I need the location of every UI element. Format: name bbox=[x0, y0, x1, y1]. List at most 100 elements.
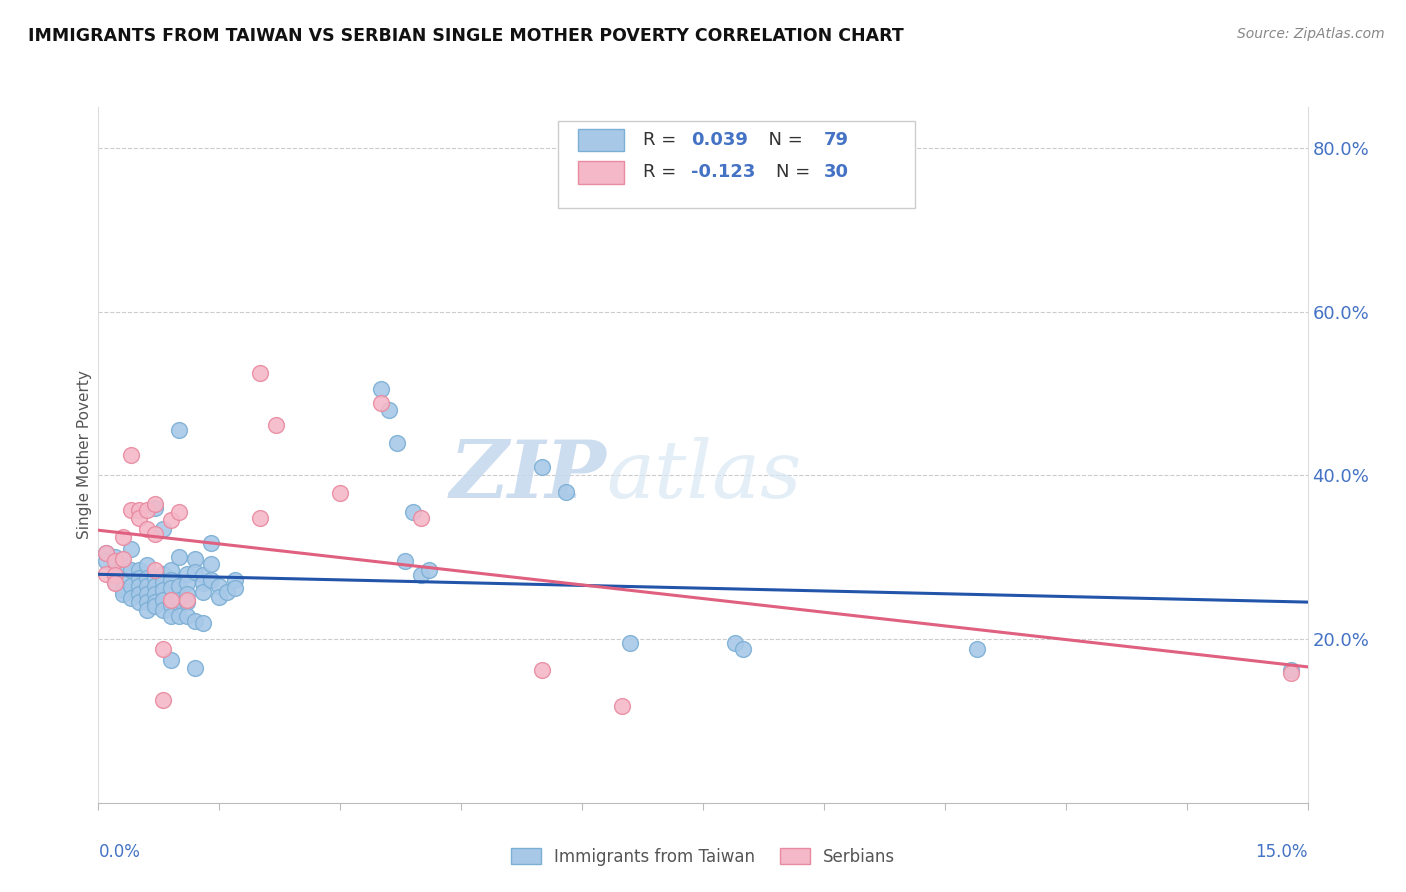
Point bbox=[224, 582, 246, 596]
Bar bbox=[578, 128, 624, 151]
Point bbox=[418, 562, 440, 576]
Point bbox=[370, 396, 392, 410]
Text: 79: 79 bbox=[824, 131, 849, 149]
Point bbox=[160, 582, 183, 596]
Point bbox=[143, 595, 166, 609]
Point bbox=[128, 562, 150, 576]
Point bbox=[152, 693, 174, 707]
Point bbox=[143, 587, 166, 601]
Point bbox=[111, 530, 134, 544]
Point bbox=[111, 574, 134, 589]
Point bbox=[120, 579, 142, 593]
Point bbox=[402, 505, 425, 519]
Point bbox=[152, 522, 174, 536]
Point bbox=[370, 383, 392, 397]
Text: R =: R = bbox=[643, 163, 682, 181]
Text: 0.0%: 0.0% bbox=[98, 843, 141, 861]
Point bbox=[176, 566, 198, 581]
Point bbox=[143, 599, 166, 614]
Point bbox=[120, 502, 142, 516]
Point bbox=[555, 484, 578, 499]
Point bbox=[167, 592, 190, 607]
Point bbox=[619, 636, 641, 650]
Point bbox=[176, 592, 198, 607]
Point bbox=[184, 565, 207, 579]
Point bbox=[167, 609, 190, 624]
Point bbox=[167, 550, 190, 565]
Y-axis label: Single Mother Poverty: Single Mother Poverty bbox=[77, 370, 91, 540]
Point bbox=[724, 636, 747, 650]
Point bbox=[249, 511, 271, 525]
Text: N =: N = bbox=[776, 163, 815, 181]
Point bbox=[394, 554, 416, 568]
Text: Source: ZipAtlas.com: Source: ZipAtlas.com bbox=[1237, 27, 1385, 41]
Text: 0.039: 0.039 bbox=[690, 131, 748, 149]
Point bbox=[167, 423, 190, 437]
Text: R =: R = bbox=[643, 131, 682, 149]
Point bbox=[409, 568, 432, 582]
Point bbox=[152, 641, 174, 656]
Point bbox=[329, 486, 352, 500]
Point bbox=[184, 614, 207, 628]
Point bbox=[143, 562, 166, 576]
Text: 30: 30 bbox=[824, 163, 849, 181]
Point bbox=[143, 579, 166, 593]
Point bbox=[160, 609, 183, 624]
Point bbox=[135, 603, 157, 617]
Point bbox=[1281, 663, 1303, 677]
Text: ZIP: ZIP bbox=[450, 437, 606, 515]
Point bbox=[200, 535, 222, 549]
Point bbox=[385, 435, 408, 450]
Point bbox=[152, 566, 174, 581]
Point bbox=[184, 661, 207, 675]
Point bbox=[193, 568, 215, 582]
Point bbox=[96, 546, 118, 560]
Point bbox=[135, 522, 157, 536]
Point bbox=[208, 590, 231, 604]
Text: 15.0%: 15.0% bbox=[1256, 843, 1308, 861]
Point bbox=[530, 460, 553, 475]
Point bbox=[128, 587, 150, 601]
Point bbox=[1281, 666, 1303, 681]
Point bbox=[111, 587, 134, 601]
Point bbox=[160, 562, 183, 576]
FancyBboxPatch shape bbox=[558, 121, 915, 208]
Point bbox=[193, 615, 215, 630]
Point bbox=[96, 566, 118, 581]
Point bbox=[176, 609, 198, 624]
Point bbox=[128, 579, 150, 593]
Point bbox=[103, 550, 125, 565]
Point bbox=[409, 511, 432, 525]
Point bbox=[193, 576, 215, 591]
Point bbox=[96, 554, 118, 568]
Point bbox=[135, 558, 157, 573]
Point bbox=[152, 603, 174, 617]
Legend: Immigrants from Taiwan, Serbians: Immigrants from Taiwan, Serbians bbox=[502, 839, 904, 874]
Point bbox=[120, 542, 142, 557]
Point bbox=[135, 571, 157, 585]
Point bbox=[224, 573, 246, 587]
Point bbox=[184, 552, 207, 566]
Text: -0.123: -0.123 bbox=[690, 163, 755, 181]
Point bbox=[103, 574, 125, 589]
Bar bbox=[578, 161, 624, 184]
Point bbox=[111, 582, 134, 597]
Point bbox=[128, 511, 150, 525]
Point bbox=[966, 641, 988, 656]
Point bbox=[160, 598, 183, 612]
Point bbox=[143, 501, 166, 516]
Point bbox=[733, 641, 755, 656]
Point bbox=[103, 566, 125, 581]
Point bbox=[217, 584, 239, 599]
Point bbox=[120, 562, 142, 576]
Point bbox=[143, 497, 166, 511]
Point bbox=[160, 652, 183, 666]
Point bbox=[103, 554, 125, 568]
Point bbox=[208, 579, 231, 593]
Point bbox=[612, 699, 634, 714]
Point bbox=[128, 595, 150, 609]
Point bbox=[135, 502, 157, 516]
Point bbox=[143, 527, 166, 541]
Point bbox=[103, 568, 125, 582]
Point bbox=[377, 403, 399, 417]
